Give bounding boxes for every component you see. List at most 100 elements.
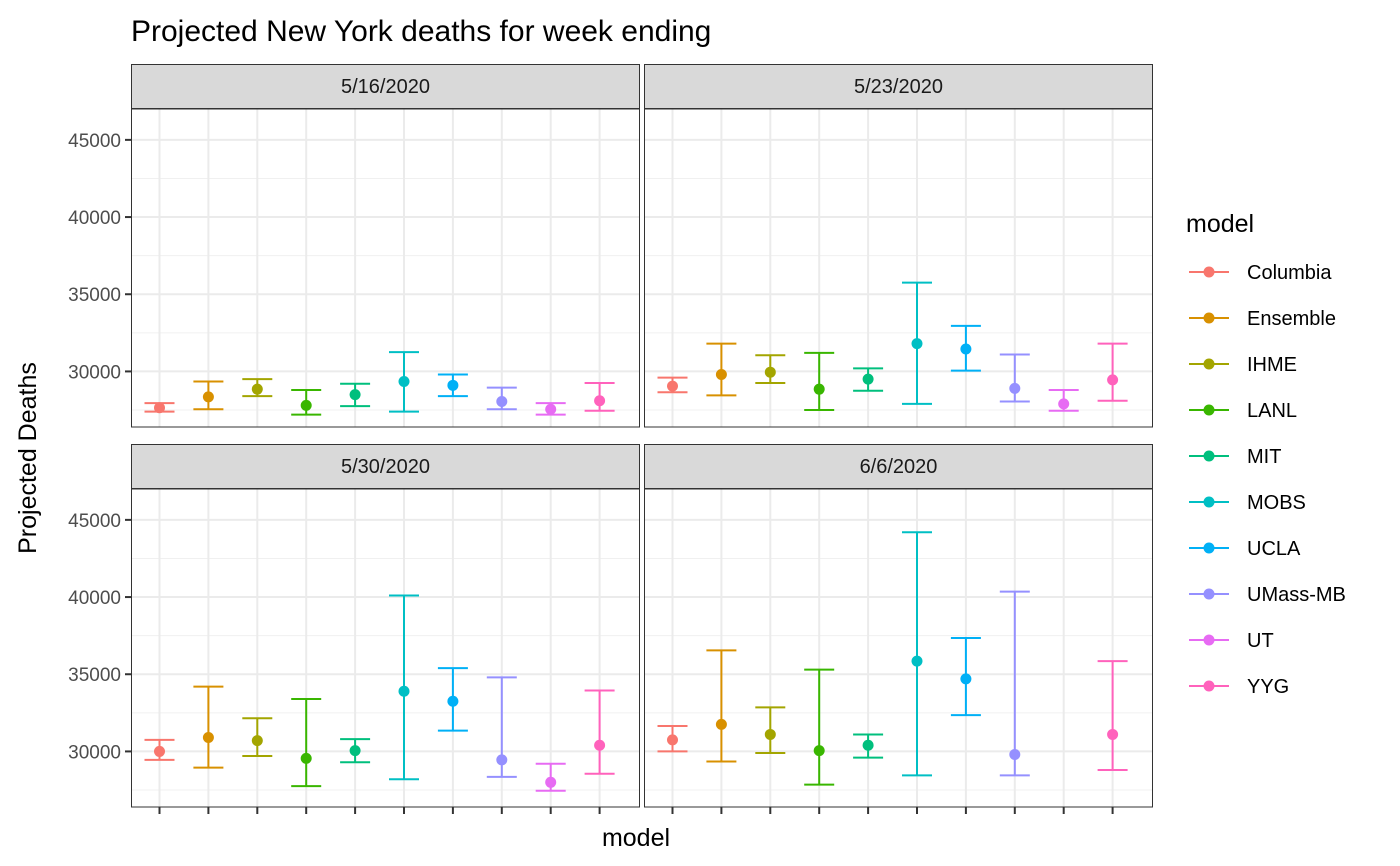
errorbar-mit — [340, 382, 371, 408]
legend-key-point — [1203, 404, 1215, 416]
legend-item-mobs: MOBS — [1189, 492, 1306, 514]
y-tick-label: 45000 — [68, 511, 121, 532]
facet-strip — [131, 64, 640, 109]
data-point — [251, 383, 263, 395]
data-point — [1009, 749, 1021, 761]
errorbar-lanl — [804, 668, 835, 786]
errorbar-mit — [340, 738, 371, 764]
panel-background — [644, 489, 1153, 807]
legend-label: Columbia — [1247, 262, 1332, 284]
data-point — [715, 369, 727, 381]
errorbar-umass-mb — [999, 353, 1030, 403]
legend-item-yyg: YYG — [1189, 676, 1289, 698]
errorbar-ucla — [950, 324, 981, 372]
data-point — [594, 739, 606, 751]
facet-strip-label: 5/30/2020 — [341, 456, 430, 478]
errorbar-columbia — [657, 724, 688, 753]
facet-panel-5-23-2020: 5/23/2020 — [644, 64, 1153, 428]
errorbar-mobs — [902, 531, 932, 777]
errorbar-umass-mb — [999, 590, 1030, 777]
chart-title: Projected New York deaths for week endin… — [131, 15, 711, 48]
errorbar-mobs — [389, 351, 419, 413]
y-axis-title: Projected Deaths — [14, 362, 42, 554]
facet-strip — [644, 444, 1153, 489]
errorbar-ensemble — [706, 342, 737, 397]
errorbar-mit — [853, 367, 884, 392]
legend-key-point — [1203, 450, 1215, 462]
legend-key-point — [1203, 266, 1215, 278]
data-point — [1107, 728, 1119, 740]
facet-strip — [644, 64, 1153, 109]
data-point — [764, 366, 776, 378]
errorbar-ensemble — [706, 649, 737, 763]
legend-key-point — [1203, 680, 1215, 692]
errorbar-ihme — [755, 354, 786, 385]
data-point — [545, 403, 557, 415]
facet-strip — [131, 444, 640, 489]
facet-panel-5-30-2020: 5/30/2020 30000 35000 40000 45000 — [68, 444, 640, 814]
data-point — [862, 739, 874, 751]
errorbar-ut — [535, 762, 566, 792]
legend-item-ihme: IHME — [1189, 354, 1297, 376]
data-point — [447, 379, 459, 391]
data-point — [251, 735, 263, 747]
errorbar-mobs — [389, 594, 419, 781]
errorbar-ensemble — [193, 685, 224, 769]
data-point — [154, 402, 165, 414]
data-point — [911, 338, 923, 350]
legend-label: UCLA — [1247, 538, 1301, 560]
legend-label: YYG — [1247, 676, 1289, 698]
facet-strip-label: 6/6/2020 — [860, 456, 938, 478]
errorbar-ut — [1048, 388, 1079, 412]
legend-item-ut: UT — [1189, 630, 1274, 652]
data-point — [715, 718, 727, 730]
data-point — [300, 752, 312, 764]
legend-label: UMass-MB — [1247, 584, 1346, 606]
errorbar-ut — [535, 402, 566, 416]
data-point — [1009, 382, 1021, 394]
data-point — [862, 373, 874, 385]
data-point — [911, 655, 923, 667]
legend-key-point — [1203, 496, 1215, 508]
errorbar-lanl — [804, 351, 835, 412]
data-point — [300, 399, 312, 411]
errorbar-columbia — [657, 376, 688, 394]
errorbar-ihme — [755, 706, 786, 754]
y-tick-label: 30000 — [68, 362, 121, 383]
errorbar-umass-mb — [486, 386, 517, 411]
errorbar-mit — [853, 733, 884, 759]
legend-item-mit: MIT — [1189, 446, 1281, 468]
data-point — [202, 391, 214, 403]
errorbar-columbia — [144, 402, 175, 414]
data-point — [154, 745, 165, 757]
legend-item-ensemble: Ensemble — [1189, 308, 1336, 330]
data-point — [667, 734, 678, 746]
data-point — [960, 343, 972, 355]
y-tick-label: 40000 — [68, 208, 121, 229]
y-tick-label: 35000 — [68, 665, 121, 686]
errorbar-columbia — [144, 738, 175, 761]
x-axis-title: model — [602, 824, 670, 852]
data-point — [545, 776, 557, 788]
errorbar-ucla — [950, 636, 981, 717]
data-point — [496, 396, 508, 408]
data-point — [960, 673, 972, 685]
data-point — [202, 732, 214, 744]
legend-item-columbia: Columbia — [1189, 262, 1332, 284]
panel-background — [131, 489, 640, 807]
y-tick-label: 30000 — [68, 742, 121, 763]
legend-label: Ensemble — [1247, 308, 1336, 330]
data-point — [1058, 398, 1070, 410]
legend-item-lanl: LANL — [1189, 400, 1297, 422]
data-point — [813, 383, 825, 395]
y-tick-label: 40000 — [68, 588, 121, 609]
errorbar-ihme — [242, 378, 273, 398]
legend-label: UT — [1247, 630, 1274, 652]
errorbar-ihme — [242, 717, 273, 758]
facet-strip-label: 5/23/2020 — [854, 76, 943, 98]
data-point — [764, 728, 776, 740]
errorbar-yyg — [584, 382, 615, 412]
facet-panel-5-16-2020: 5/16/2020 30000 35000 40000 45000 — [68, 64, 640, 428]
data-point — [349, 389, 361, 401]
y-tick-label: 35000 — [68, 285, 121, 306]
